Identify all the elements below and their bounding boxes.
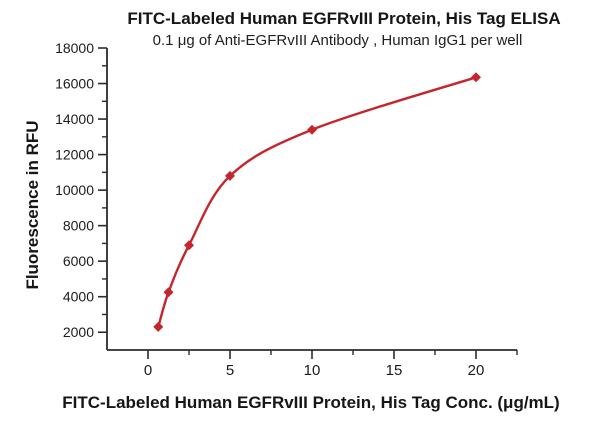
data-point-marker: [153, 321, 164, 332]
x-axis-title: FITC-Labeled Human EGFRvIII Protein, His…: [62, 393, 560, 412]
data-point-marker: [307, 124, 317, 135]
y-tick-label: 12000: [55, 147, 94, 163]
data-point-marker: [225, 170, 235, 181]
x-tick-label: 5: [226, 362, 234, 379]
y-tick-label: 2000: [63, 324, 94, 340]
x-tick-label: 10: [304, 362, 321, 379]
data-point-marker: [184, 240, 194, 251]
chart-subtitle: 0.1 μg of Anti-EGFRvIII Antibody , Human…: [152, 32, 523, 49]
y-tick-label: 8000: [63, 218, 94, 234]
curve-line: [157, 76, 478, 329]
x-tick-label: 20: [468, 362, 485, 379]
y-tick-label: 18000: [55, 40, 94, 56]
data-point-marker: [471, 72, 481, 83]
x-tick-label: 15: [386, 362, 403, 379]
data-point-marker: [163, 287, 174, 298]
y-tick-label: 6000: [63, 253, 94, 269]
y-tick-label: 4000: [63, 289, 94, 305]
chart-title: FITC-Labeled Human EGFRvIII Protein, His…: [127, 9, 561, 28]
y-tick-label: 16000: [55, 76, 94, 92]
y-tick-label: 10000: [55, 182, 94, 198]
y-tick-label: 14000: [55, 111, 94, 127]
x-tick-label: 0: [144, 362, 152, 379]
